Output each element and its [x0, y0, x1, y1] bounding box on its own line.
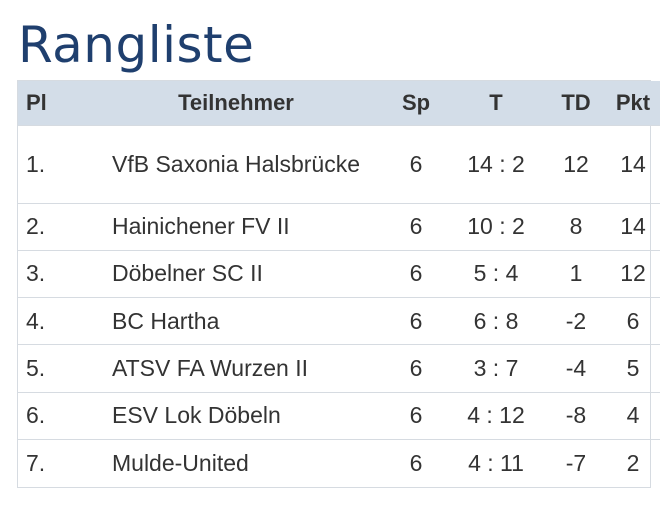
- rank-cell: 5.: [18, 344, 86, 393]
- table-header-row: Pl Teilnehmer Sp T TD Pkt: [18, 81, 660, 125]
- table-row[interactable]: 3. Döbelner SC II 6 5 : 4 1 12: [18, 249, 660, 298]
- goals-cell: 4 : 11: [446, 438, 546, 487]
- rank-cell: 2.: [18, 202, 86, 251]
- team-name-cell[interactable]: ESV Lok Döbeln: [86, 391, 386, 440]
- header-pl[interactable]: Pl: [26, 89, 47, 115]
- goals-cell: 10 : 2: [446, 202, 546, 251]
- rank-cell: 3.: [18, 249, 86, 298]
- header-teilnehmer[interactable]: Teilnehmer: [178, 90, 294, 116]
- points-cell: 5: [606, 344, 660, 393]
- games-cell: 6: [386, 297, 446, 345]
- goals-cell: 6 : 8: [446, 297, 546, 345]
- goals-cell: 4 : 12: [446, 391, 546, 440]
- games-cell: 6: [386, 438, 446, 487]
- points-cell: 12: [606, 249, 660, 298]
- points-cell: 14: [606, 202, 660, 251]
- points-cell: 2: [606, 438, 660, 487]
- rank-cell: 1.: [18, 124, 86, 203]
- goals-cell: 14 : 2: [446, 124, 546, 203]
- goal-diff-cell: 1: [546, 249, 606, 298]
- table-row[interactable]: 7. Mulde-United 6 4 : 11 -7 2: [18, 438, 660, 487]
- goal-diff-cell: -4: [546, 344, 606, 393]
- points-cell: 14: [606, 124, 660, 203]
- goal-diff-cell: 12: [546, 124, 606, 203]
- rank-cell: 7.: [18, 438, 86, 487]
- goal-diff-cell: -7: [546, 438, 606, 487]
- page-title: Rangliste: [18, 16, 255, 74]
- header-pkt[interactable]: Pkt: [615, 89, 651, 115]
- team-name-cell[interactable]: Döbelner SC II: [86, 249, 386, 298]
- table-row[interactable]: 4. BC Hartha 6 6 : 8 -2 6: [18, 297, 660, 345]
- table-row[interactable]: 2. Hainichener FV II 6 10 : 2 8 14: [18, 202, 660, 251]
- goal-diff-cell: -8: [546, 391, 606, 440]
- header-sp[interactable]: Sp: [401, 89, 431, 115]
- standings-table: Pl Teilnehmer Sp T TD Pkt 1. VfB Saxonia…: [17, 80, 660, 488]
- table-row[interactable]: 6. ESV Lok Döbeln 6 4 : 12 -8 4: [18, 391, 660, 440]
- rank-cell: 6.: [18, 391, 86, 440]
- team-name-cell[interactable]: BC Hartha: [86, 297, 386, 345]
- table-row[interactable]: 1. VfB Saxonia Halsbrücke 6 14 : 2 12 14: [18, 124, 660, 203]
- goals-cell: 5 : 4: [446, 249, 546, 298]
- points-cell: 6: [606, 297, 660, 345]
- team-name-cell[interactable]: ATSV FA Wurzen II: [86, 344, 386, 393]
- team-name-cell[interactable]: Mulde-United: [86, 438, 386, 487]
- header-t[interactable]: T: [489, 89, 503, 115]
- games-cell: 6: [386, 124, 446, 203]
- team-name-cell[interactable]: Hainichener FV II: [86, 202, 386, 251]
- points-cell: 4: [606, 391, 660, 440]
- games-cell: 6: [386, 391, 446, 440]
- rank-cell: 4.: [18, 297, 86, 345]
- goal-diff-cell: 8: [546, 202, 606, 251]
- goals-cell: 3 : 7: [446, 344, 546, 393]
- goal-diff-cell: -2: [546, 297, 606, 345]
- games-cell: 6: [386, 344, 446, 393]
- games-cell: 6: [386, 202, 446, 251]
- header-td[interactable]: TD: [561, 89, 591, 115]
- table-row[interactable]: 5. ATSV FA Wurzen II 6 3 : 7 -4 5: [18, 344, 660, 393]
- games-cell: 6: [386, 249, 446, 298]
- team-name-cell[interactable]: VfB Saxonia Halsbrücke: [86, 124, 386, 203]
